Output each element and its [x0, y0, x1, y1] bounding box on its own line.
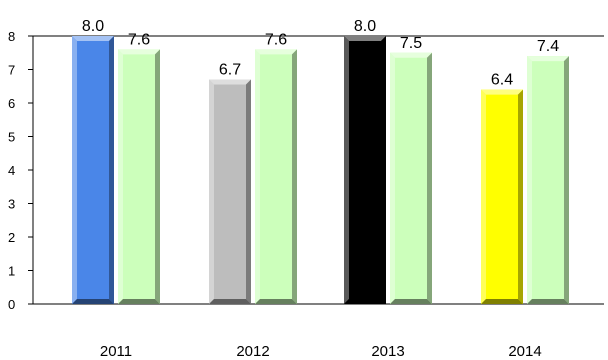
x-tick-label: 2012	[236, 343, 269, 360]
bar-bevel-left	[344, 36, 349, 304]
bar-bevel-bottom	[481, 299, 523, 304]
bar-face	[390, 52, 432, 304]
data-label: 8.0	[354, 18, 376, 35]
bar-bevel-top	[481, 89, 523, 95]
bar-bevel-right	[427, 52, 432, 304]
data-label: 7.6	[265, 31, 287, 48]
bar-bevel-left	[72, 36, 77, 304]
bar-bevel-left	[118, 49, 123, 305]
data-label: 7.6	[128, 31, 150, 48]
bar-bevel-top	[72, 36, 114, 41]
bar-bevel-right	[109, 36, 114, 304]
y-tick-label: 2	[8, 230, 15, 245]
data-label: 7.5	[400, 35, 422, 52]
bar-bevel-top	[118, 49, 160, 55]
bar-face	[255, 49, 297, 305]
bar-face	[344, 36, 386, 304]
data-label: 6.4	[491, 72, 513, 89]
y-tick-label: 4	[8, 163, 15, 178]
bar-bevel-left	[527, 56, 532, 304]
bar-bevel-left	[209, 79, 214, 304]
bar-face	[527, 56, 569, 304]
bar-bevel-top	[390, 52, 432, 58]
bar-bevel-top	[527, 56, 569, 62]
bar-face	[118, 49, 160, 305]
bar-bevel-top	[344, 36, 386, 41]
bar-bevel-right	[155, 49, 160, 305]
data-label: 8.0	[82, 18, 104, 35]
y-tick-label: 1	[8, 264, 15, 279]
y-tick-label: 7	[8, 63, 15, 78]
bar-face	[209, 79, 251, 304]
bar-2014-series2	[527, 56, 569, 304]
bar-2012-series1	[209, 79, 251, 304]
bar-bevel-bottom	[72, 299, 114, 304]
y-tick-label: 8	[8, 29, 15, 44]
bar-bevel-right	[564, 56, 569, 304]
bar-bevel-right	[381, 36, 386, 304]
bar-2012-series2	[255, 49, 297, 305]
x-tick-label: 2013	[371, 343, 404, 360]
bar-2014-series1	[481, 89, 523, 304]
bar-bevel-bottom	[390, 299, 432, 304]
bar-bevel-left	[390, 52, 395, 304]
y-tick-label: 0	[8, 297, 15, 312]
y-tick-label: 3	[8, 197, 15, 212]
chart-bars	[72, 36, 569, 305]
bar-face	[481, 89, 523, 304]
data-label: 7.4	[537, 38, 559, 55]
bar-face	[72, 36, 114, 304]
bar-2013-series1	[344, 36, 386, 304]
bar-bevel-left	[481, 89, 486, 304]
bar-bevel-bottom	[118, 299, 160, 304]
x-tick-label: 2014	[508, 343, 541, 360]
y-tick-label: 5	[8, 130, 15, 145]
bar-bevel-left	[255, 49, 260, 305]
bar-bevel-top	[255, 49, 297, 55]
bar-2011-series1	[72, 36, 114, 304]
bar-bevel-right	[518, 89, 523, 304]
bar-bevel-bottom	[527, 299, 569, 304]
bar-bevel-bottom	[255, 299, 297, 304]
bar-bevel-bottom	[209, 299, 251, 304]
bar-bevel-right	[246, 79, 251, 304]
bar-2013-series2	[390, 52, 432, 304]
chart-labels: 8.0 7.6 2011 6.7 7.6 2012 8.0 7.5 2013 6.4 7.4 2014	[82, 18, 559, 360]
bar-bevel-bottom	[344, 299, 386, 304]
data-label: 6.7	[219, 62, 241, 79]
bar-bevel-top	[209, 79, 251, 85]
x-tick-label: 2011	[100, 343, 132, 360]
y-tick-label: 6	[8, 96, 15, 111]
bar-bevel-right	[292, 49, 297, 305]
bar-2011-series2	[118, 49, 160, 305]
